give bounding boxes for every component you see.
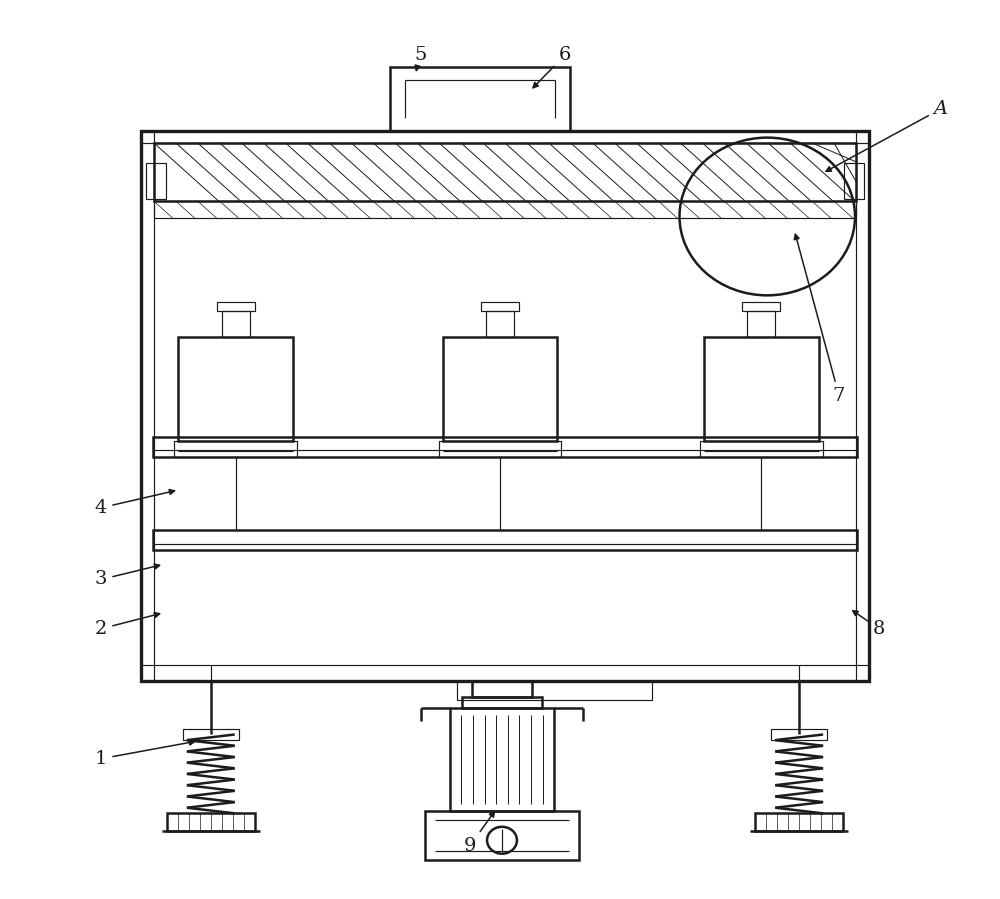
Bar [153,437,857,457]
Bar [141,131,869,681]
Bar [844,163,864,199]
Bar [217,302,255,310]
Text: 3: 3 [95,564,160,589]
Bar [154,201,856,218]
Bar [167,814,255,832]
Text: A: A [826,100,948,172]
Bar [439,441,561,457]
Bar [183,729,239,740]
Bar [178,337,293,441]
Bar [450,708,554,811]
Bar [481,302,519,310]
Bar [472,681,532,697]
Bar [222,310,250,337]
Text: 1: 1 [95,740,194,768]
Bar [457,681,652,700]
Text: 5: 5 [414,46,426,71]
Text: 6: 6 [533,46,571,88]
Bar [443,337,557,441]
Text: 4: 4 [95,490,175,517]
Bar [425,811,579,860]
Bar [390,67,570,131]
Text: 8: 8 [853,610,885,637]
Text: 9: 9 [464,812,494,855]
Bar [154,143,856,201]
Bar [486,310,514,337]
Bar [755,814,843,832]
Bar [704,337,819,441]
Text: 2: 2 [95,612,160,637]
Bar [742,302,780,310]
Bar [747,310,775,337]
Bar [174,441,297,457]
Bar [462,697,542,708]
Bar [153,530,857,550]
Bar [771,729,827,740]
Bar [146,163,166,199]
Text: 7: 7 [794,235,845,405]
Bar [700,441,823,457]
